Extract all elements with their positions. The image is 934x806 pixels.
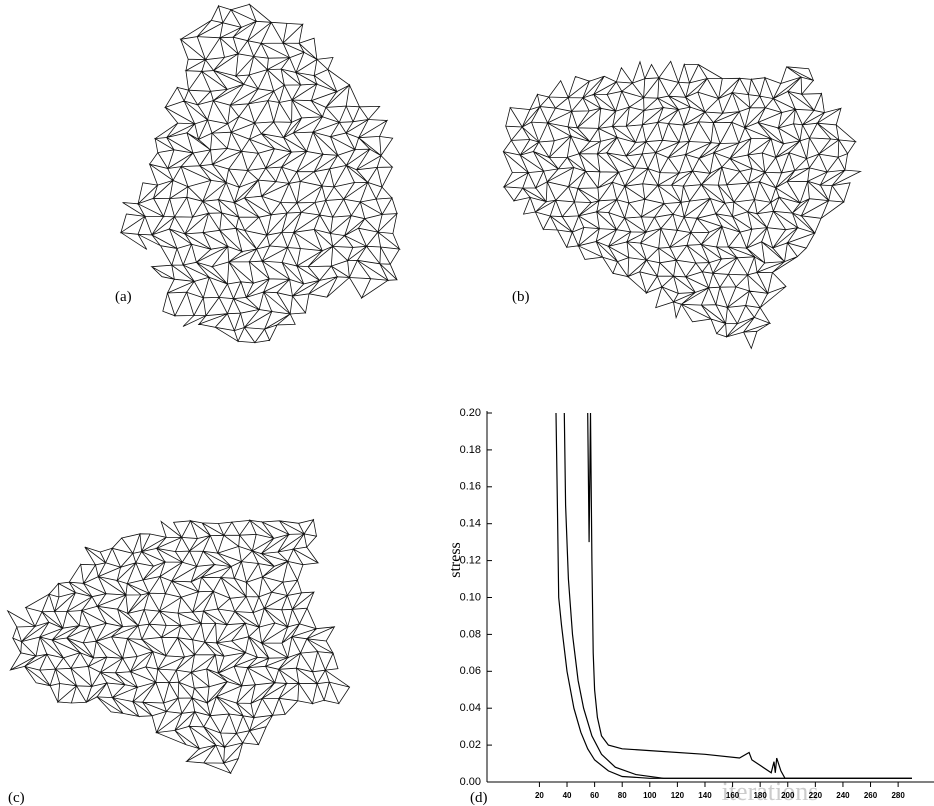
y-tick-label: 0.18 — [460, 444, 481, 456]
y-tick-label: 0.12 — [460, 555, 481, 567]
y-tick-label: 0.00 — [460, 776, 481, 788]
panel-label: (d) — [470, 790, 488, 806]
y-tick-label: 0.08 — [460, 628, 481, 640]
mesh — [502, 60, 862, 350]
y-tick-label: 0.02 — [460, 739, 481, 751]
mesh — [119, 3, 401, 344]
meshes — [6, 3, 862, 775]
y-tick-label: 0.06 — [460, 665, 481, 677]
x-tick-label: 60 — [590, 791, 599, 800]
x-tick-label: 240 — [836, 791, 850, 800]
x-tick-label: 120 — [671, 791, 685, 800]
series-line — [563, 412, 912, 779]
mesh — [6, 518, 351, 775]
x-tick-label: 100 — [643, 791, 657, 800]
x-tick-label: 280 — [891, 791, 905, 800]
y-tick-label: 0.14 — [460, 518, 481, 530]
panel-label: (b) — [512, 289, 530, 305]
y-axis-label: stress — [447, 542, 464, 578]
panel-label: (a) — [115, 289, 132, 305]
x-tick-label: 40 — [563, 791, 572, 800]
y-tick-label: 0.04 — [460, 702, 481, 714]
x-tick-label: 220 — [809, 791, 823, 800]
x-tick-label: 140 — [698, 791, 712, 800]
x-tick-label: 200 — [781, 791, 795, 800]
y-tick-label: 0.10 — [460, 591, 481, 603]
x-tick-label: 20 — [535, 791, 544, 800]
panel-label: (c) — [8, 790, 25, 806]
series-line — [555, 412, 912, 779]
x-tick-label: 180 — [753, 791, 767, 800]
x-tick-label: 80 — [618, 791, 627, 800]
y-tick-label: 0.16 — [460, 481, 481, 493]
y-tick-label: 0.20 — [460, 407, 481, 419]
x-tick-label: 160 — [726, 791, 740, 800]
series-line — [587, 412, 912, 779]
x-tick-label: 260 — [864, 791, 878, 800]
